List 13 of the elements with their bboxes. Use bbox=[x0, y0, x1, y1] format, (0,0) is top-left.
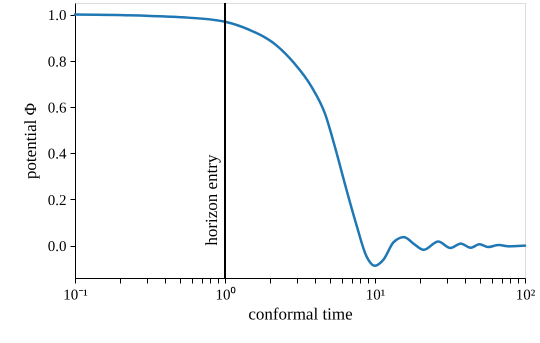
y-tick-label: 0.2 bbox=[48, 192, 66, 209]
x-tick-label: 10⁰ bbox=[216, 286, 236, 304]
y-tick-label: 0.4 bbox=[48, 146, 67, 163]
x-tick-label: 10⁻¹ bbox=[63, 288, 88, 304]
x-tick-label: 10¹ bbox=[366, 288, 386, 304]
y-tick-label: 1.0 bbox=[48, 8, 66, 24]
x-tick-label: 10² bbox=[516, 288, 536, 304]
y-tick-label: 0.0 bbox=[48, 239, 66, 256]
ref-line-label: horizon entry bbox=[202, 154, 221, 246]
y-axis-title: potential Φ bbox=[20, 102, 40, 180]
y-tick-label: 0.6 bbox=[48, 100, 67, 116]
x-axis-title: conformal time bbox=[248, 304, 353, 324]
y-tick-label: 0.8 bbox=[48, 54, 66, 70]
